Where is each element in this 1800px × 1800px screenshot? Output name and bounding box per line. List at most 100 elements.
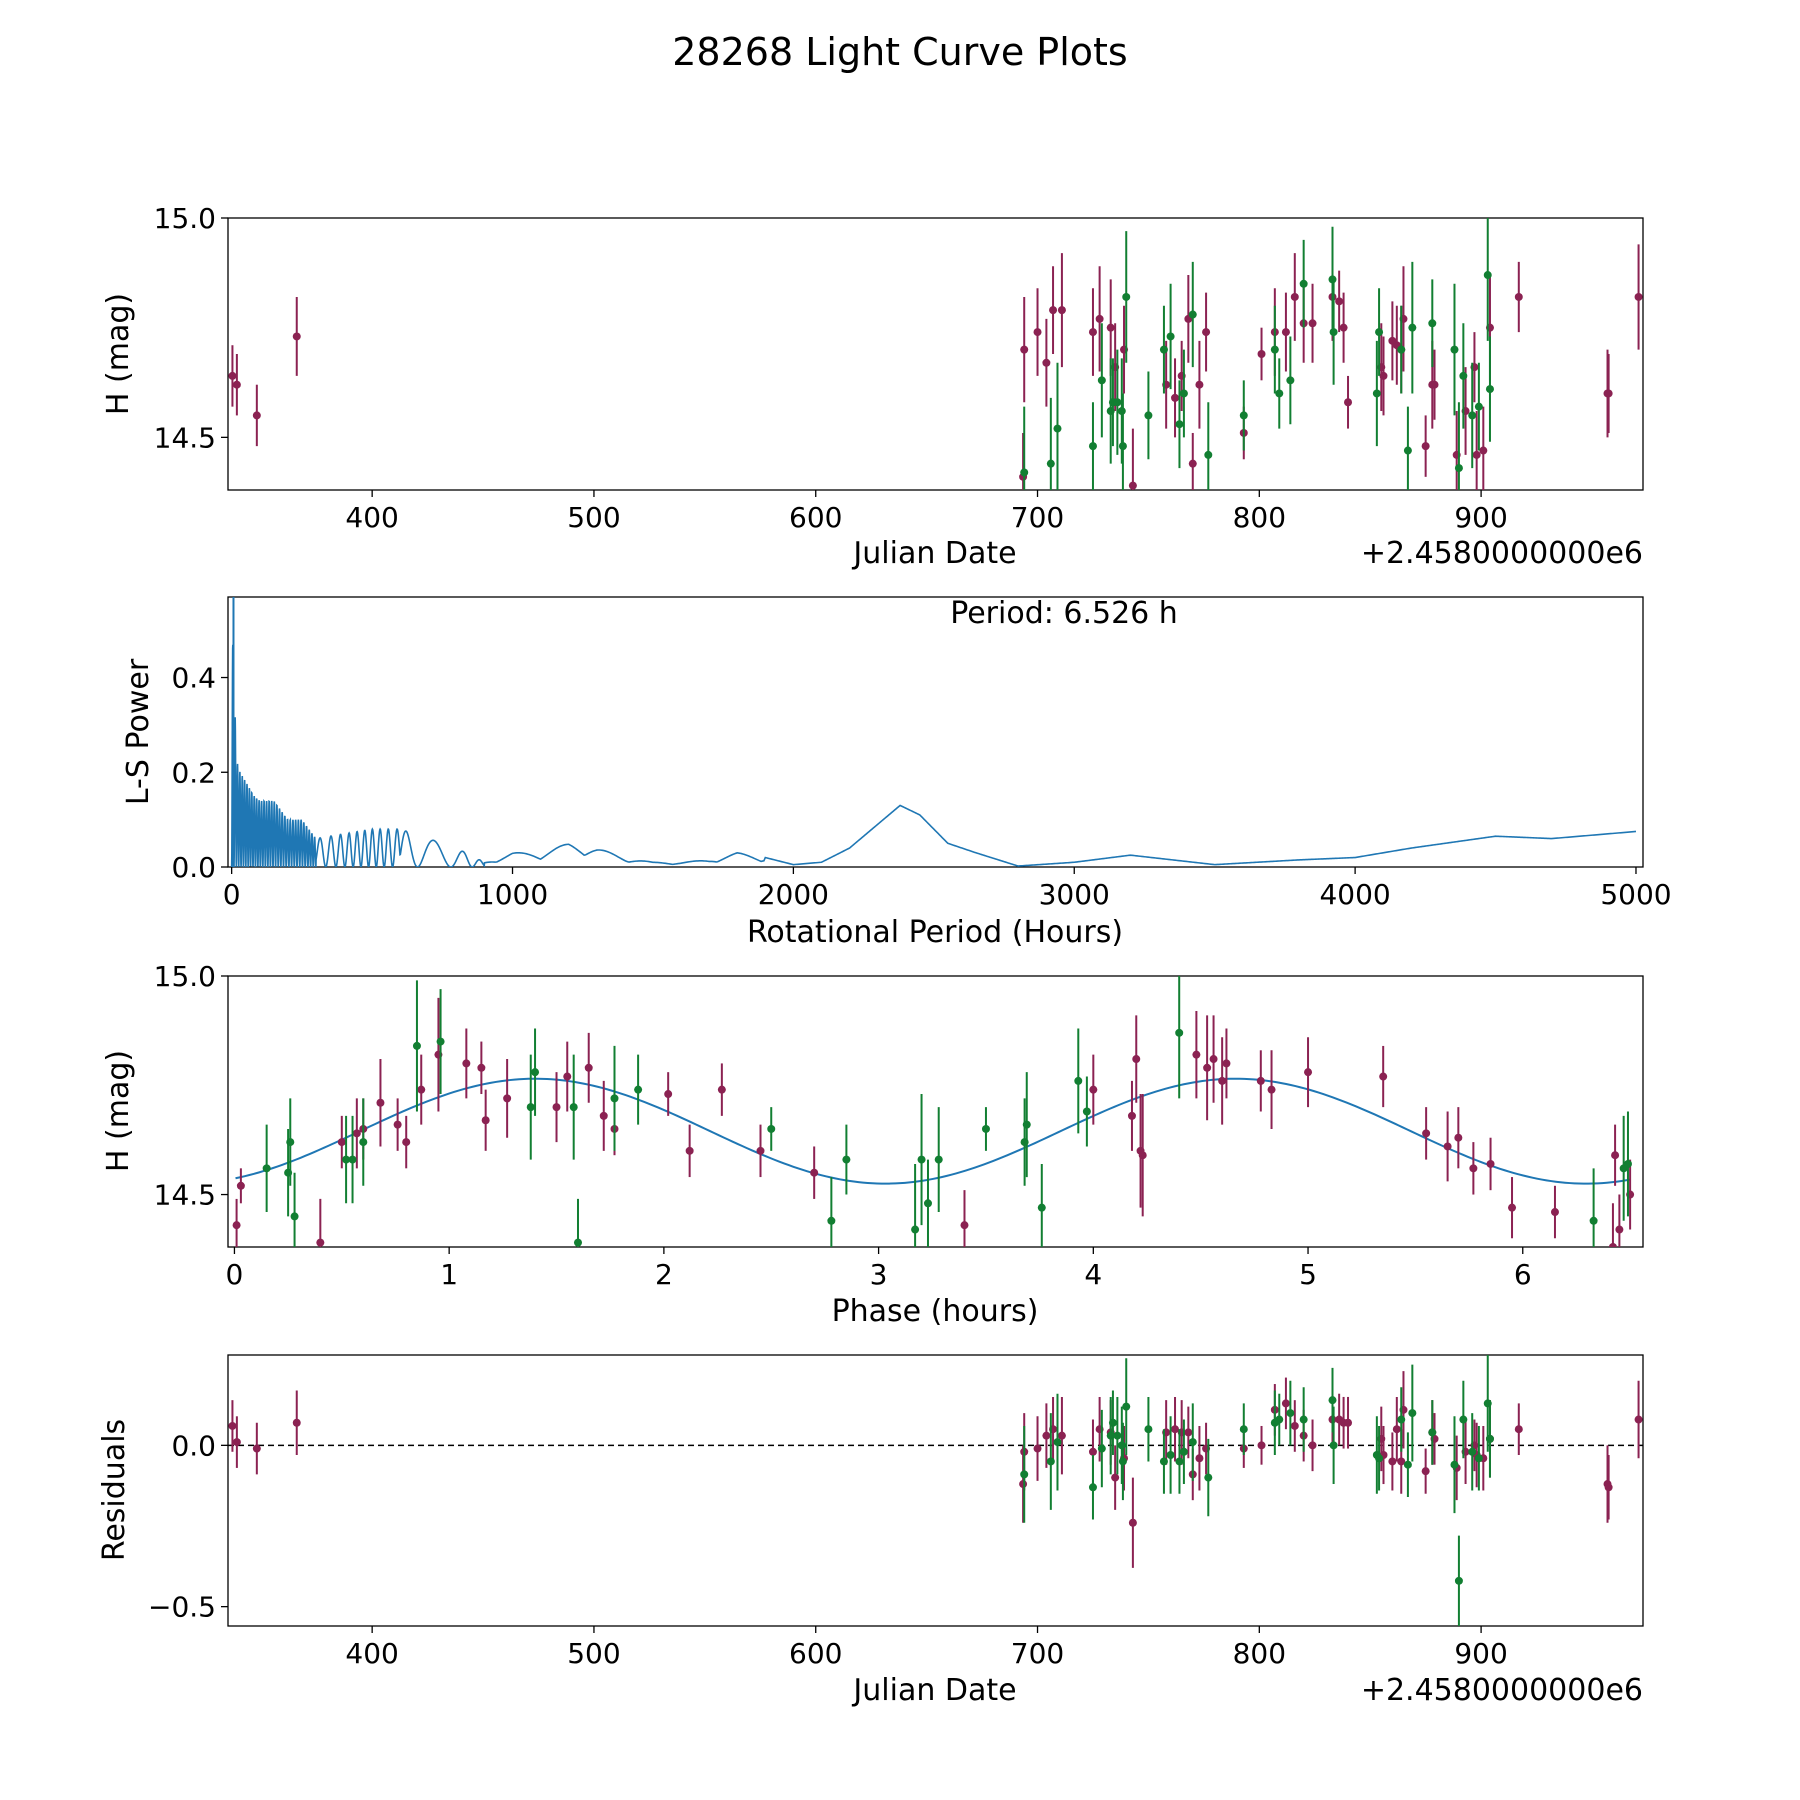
periodogram-y-label: L-S Power [121, 658, 156, 805]
data-point-g [1286, 376, 1295, 385]
data-point-g [1459, 1415, 1468, 1424]
data-point-r [1132, 1055, 1141, 1064]
data-point-r [1344, 1418, 1353, 1427]
periodogram-panel: 0 1000 2000 3000 4000 5000 0.0 0.2 0.4 Period: 6… [121, 596, 1672, 950]
data-point-r [1267, 1085, 1276, 1094]
data-point-g [1053, 1438, 1062, 1447]
data-point-r [1257, 350, 1266, 358]
data-point-g [1428, 1428, 1437, 1437]
data-point-r [1281, 1399, 1290, 1408]
data-point-r [810, 1168, 819, 1177]
data-point-g [1117, 1441, 1126, 1450]
data-point-r [1479, 446, 1488, 455]
data-point-r [1290, 292, 1299, 301]
residuals-x-offset: +2.4580000000e6 [1361, 1673, 1643, 1708]
lightcurve-x-tick-label: 600 [789, 501, 842, 534]
lightcurve-panel: 400 500 600 700 800 900 14.5 15.0 Julian Date H… [101, 202, 1644, 571]
data-point-r [1033, 1444, 1042, 1453]
data-point-g [1454, 1576, 1463, 1585]
lightcurve-x-tick-label: 500 [567, 501, 620, 534]
periodogram-y-tick-label: 0.4 [171, 662, 216, 695]
periodogram-y-tick-label: 0.0 [171, 851, 216, 884]
data-point-g [1468, 411, 1477, 420]
data-point-r [1472, 450, 1481, 459]
residuals-x-tick-label: 700 [1011, 1637, 1064, 1670]
data-point-r [503, 1094, 512, 1103]
folded-plot-area: 0 1 2 3 4 5 6 14.5 15.0 [154, 960, 1635, 1291]
data-point-r [1020, 345, 1029, 354]
data-point-r [1388, 1457, 1397, 1466]
data-point-g [1589, 1216, 1598, 1225]
data-point-r [1508, 1203, 1517, 1212]
data-point-g [1175, 420, 1184, 429]
periodogram-x-tick-label: 1000 [477, 878, 548, 911]
data-point-r [417, 1085, 426, 1094]
lightcurve-x-tick-label: 900 [1454, 501, 1507, 534]
data-point-g [634, 1085, 643, 1094]
data-point-g [911, 1225, 920, 1234]
data-point-r [1057, 306, 1066, 315]
periodogram-plot-area: 0 1000 2000 3000 4000 5000 0.0 0.2 0.4 [171, 597, 1672, 911]
residuals-y-tick-label: −0.5 [148, 1591, 216, 1624]
lightcurve-y-tick-label: 14.5 [154, 421, 216, 454]
data-point-r [1184, 1428, 1193, 1437]
data-point-r [1604, 389, 1613, 398]
data-point-g [1375, 328, 1384, 337]
data-point-g [1159, 1457, 1168, 1466]
data-point-r [1308, 319, 1317, 328]
data-point-r [236, 1181, 245, 1190]
data-point-g [1397, 345, 1406, 354]
data-point-r [462, 1059, 471, 1068]
data-point-g [1118, 1457, 1127, 1466]
data-point-g [526, 1103, 535, 1112]
periodogram-x-tick-label: 2000 [758, 878, 829, 911]
data-point-r [1128, 1518, 1137, 1527]
data-point-g [1403, 446, 1412, 455]
data-point-g [1037, 1203, 1046, 1212]
folded-x-tick-label: 2 [655, 1258, 673, 1291]
data-point-g [1372, 389, 1381, 398]
data-point-g [1088, 442, 1097, 451]
data-point-r [1454, 1133, 1463, 1142]
data-point-r [1089, 1085, 1098, 1094]
data-point-g [1408, 1409, 1417, 1418]
data-point-g [1082, 1107, 1091, 1116]
data-point-r [1430, 380, 1439, 389]
data-point-r [1128, 481, 1137, 490]
data-point-g [1113, 1431, 1122, 1440]
lightcurve-y-label: H (mag) [101, 293, 136, 415]
data-point-g [827, 1216, 836, 1225]
data-point-r [228, 1421, 237, 1430]
figure-title: 28268 Light Curve Plots [672, 30, 1127, 74]
data-point-r [552, 1103, 561, 1112]
data-point-g [1328, 275, 1337, 284]
data-point-r [1392, 1425, 1401, 1434]
data-point-g [1175, 1457, 1184, 1466]
data-point-r [1290, 1421, 1299, 1430]
folded-x-tick-label: 6 [1514, 1258, 1532, 1291]
data-point-g [1117, 407, 1126, 416]
data-point-r [1188, 459, 1197, 468]
lightcurve-x-label: Julian Date [851, 536, 1016, 571]
data-point-r [1344, 398, 1353, 407]
data-point-g [767, 1124, 776, 1133]
data-point-r [960, 1221, 969, 1230]
residuals-x-tick-label: 400 [345, 1637, 398, 1670]
residuals-y-label: Residuals [97, 1419, 132, 1561]
data-point-r [232, 1221, 241, 1230]
folded-y-tick-label: 15.0 [154, 960, 216, 993]
data-point-r [232, 1438, 241, 1447]
data-point-r [393, 1120, 402, 1129]
residuals-panel: 400 500 600 700 800 900 0.0 −0.5 Julian Date Re… [97, 1354, 1644, 1708]
folded-y-label: H (mag) [101, 1050, 136, 1172]
periodogram-y-tick-label: 0.2 [171, 756, 216, 789]
data-point-g [1122, 1402, 1131, 1411]
data-point-g [1020, 468, 1029, 477]
data-point-g [412, 1041, 421, 1050]
data-point-g [1179, 389, 1188, 398]
data-point-g [1046, 459, 1055, 468]
lightcurve-x-tick-label: 800 [1233, 501, 1286, 534]
data-point-g [1329, 1441, 1338, 1450]
data-point-r [664, 1090, 673, 1099]
data-point-g [348, 1155, 357, 1164]
